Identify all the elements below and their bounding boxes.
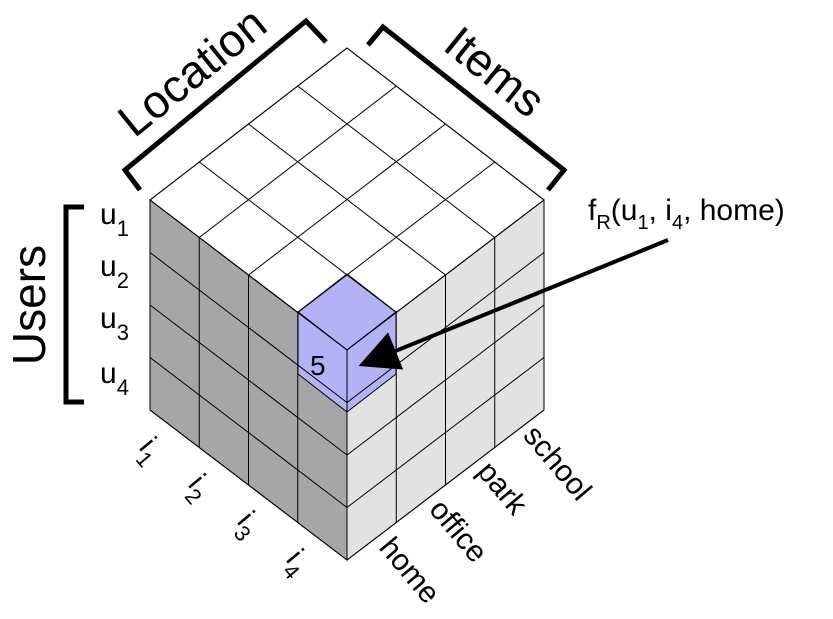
grid-line <box>346 304 545 456</box>
items-axis-title: Items <box>435 16 555 127</box>
grid-line <box>149 199 348 351</box>
grid-line <box>346 357 545 508</box>
grid-line <box>248 123 446 276</box>
grid-line <box>149 47 348 201</box>
users-axis-title: Users <box>3 245 55 365</box>
location-label-office: office <box>423 493 494 569</box>
user-label: u4 <box>100 357 129 400</box>
item-label: i2 <box>176 468 220 509</box>
user-label: u2 <box>100 250 129 293</box>
grid-line <box>198 161 397 313</box>
cell-value: 5 <box>310 350 326 381</box>
grid-line <box>149 304 348 456</box>
grid-line <box>297 161 496 313</box>
location-bracket <box>121 17 328 192</box>
item-label: i3 <box>225 505 269 546</box>
grid-line <box>346 199 545 351</box>
items-bracket <box>366 23 568 192</box>
function-arrow <box>358 238 669 370</box>
location-label-home: home <box>373 531 447 610</box>
grid-line <box>346 47 545 201</box>
users-bracket <box>63 204 84 405</box>
function-label: fR(u1, i4, home) <box>588 194 785 234</box>
item-label: i4 <box>274 543 318 584</box>
user-label: u3 <box>100 302 129 345</box>
location-label-park: park <box>471 455 534 522</box>
grid-line <box>149 357 348 508</box>
grid-line <box>149 409 348 561</box>
item-label: i1 <box>127 431 171 472</box>
user-label: u1 <box>100 198 129 241</box>
grid-line <box>346 409 545 561</box>
user-labels: u1 u2 u3 u4 <box>100 198 129 400</box>
cube-grid-lines <box>149 47 545 561</box>
